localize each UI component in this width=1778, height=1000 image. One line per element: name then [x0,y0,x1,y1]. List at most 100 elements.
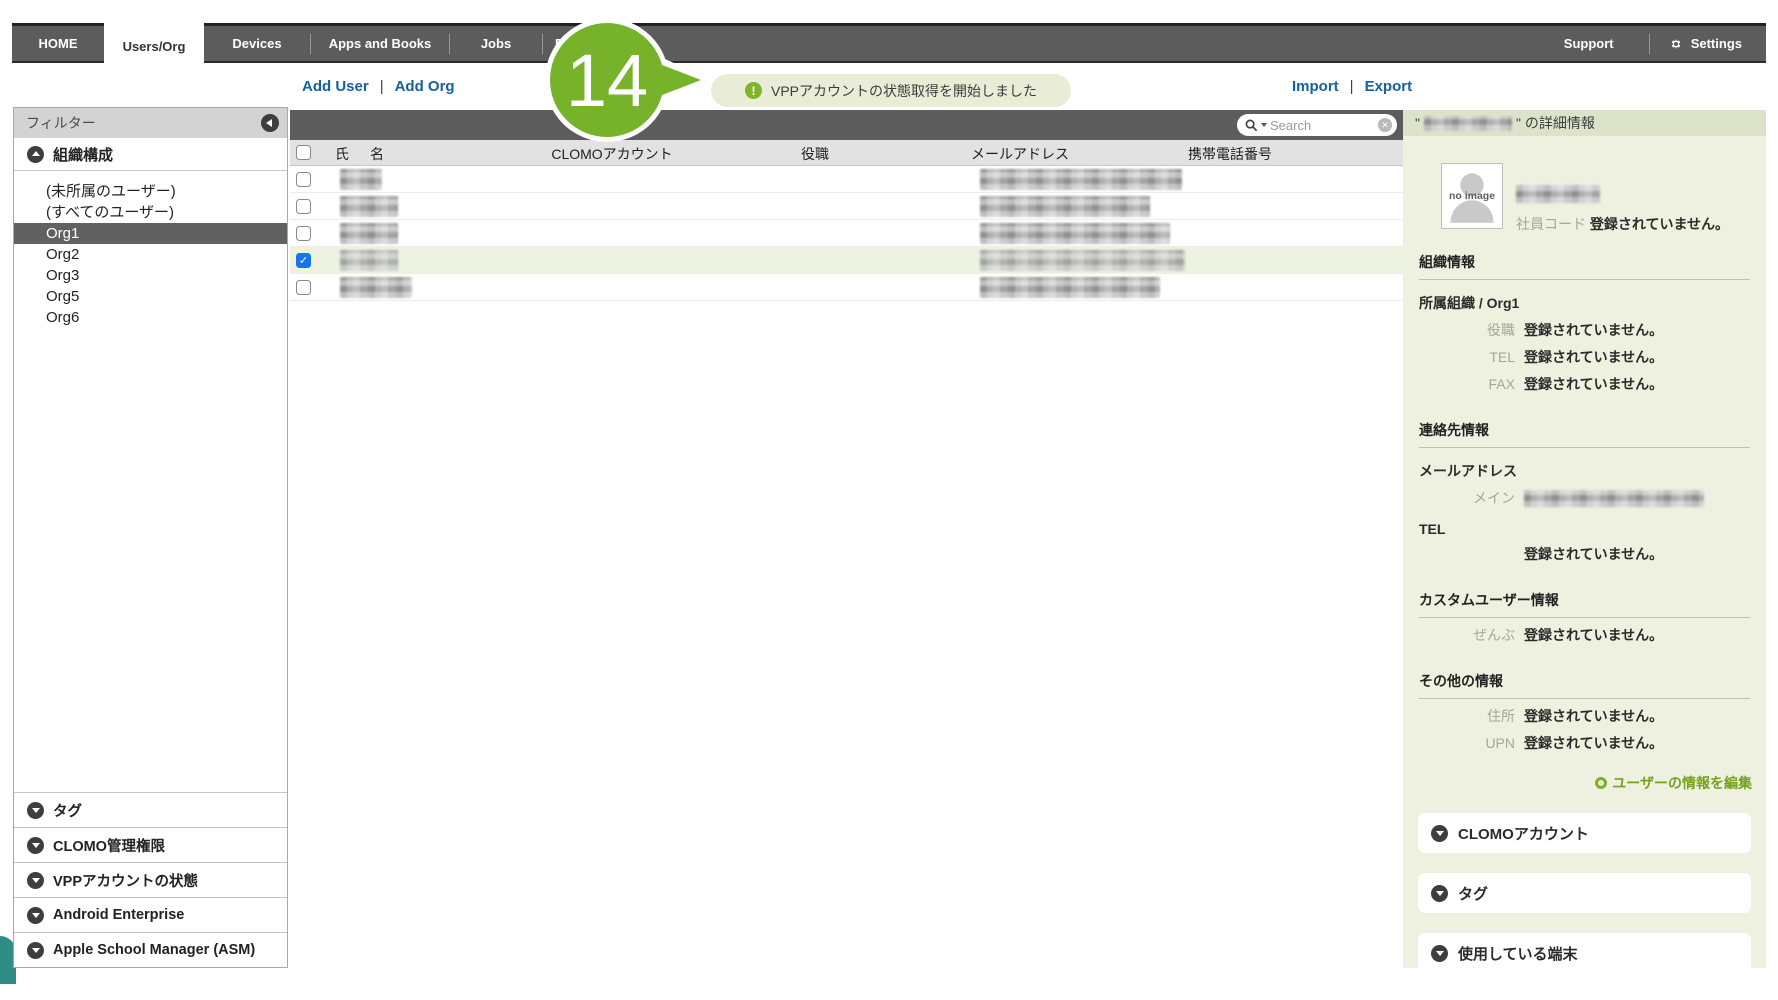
org-item-org6[interactable]: Org6 [46,309,80,326]
links-separator: | [1349,78,1354,95]
nav-right-group: Support Settings [1529,26,1766,61]
chevron-down-icon [27,836,44,854]
org-item-org2[interactable]: Org2 [46,246,80,263]
chevron-down-icon [1431,944,1448,962]
add-user-link[interactable]: Add User [302,78,369,95]
redacted-name [340,223,398,244]
filter-bottom-sections: タグ CLOMO管理権限 VPPアカウントの状態 Android Enterpr… [14,792,287,967]
org-item-unassigned[interactable]: (未所属のユーザー) [46,183,176,200]
card-tags[interactable]: タグ [1418,873,1751,913]
org-structure-section[interactable]: 組織構成 [14,138,287,171]
col-clomo-account: CLOMOアカウント [551,146,673,162]
redacted-name [340,250,398,271]
select-all-checkbox[interactable] [296,145,311,160]
filter-section-tags[interactable]: タグ [14,792,287,827]
annotation-step-badge: 14 [545,18,711,142]
filter-section-android-enterprise[interactable]: Android Enterprise [14,897,287,932]
chevron-up-icon [27,145,44,163]
collapse-sidebar-button[interactable] [261,114,279,132]
filter-section-clomo-admin[interactable]: CLOMO管理権限 [14,827,287,862]
other-info-section: その他の情報 [1419,671,1750,699]
redacted-user-name [1423,115,1512,131]
filter-section-vpp-status[interactable]: VPPアカウントの状態 [14,862,287,897]
avatar: no image [1441,163,1503,229]
org-info-section: 組織情報 [1419,252,1750,280]
table-row-selected[interactable] [290,247,1403,274]
redacted-name [340,196,398,217]
redacted-email [980,277,1160,298]
col-last-name: 氏 [335,146,349,162]
export-link[interactable]: Export [1364,78,1413,95]
add-org-link[interactable]: Add Org [394,78,455,95]
row-checkbox[interactable] [296,199,311,214]
org-membership: 所属組織 / Org1 [1419,295,1520,311]
edit-user-info-link[interactable]: ユーザーの情報を編集 [1403,773,1752,793]
org-item-all-users[interactable]: (すべてのユーザー) [46,204,175,221]
table-row[interactable] [290,220,1403,247]
nav-separator [310,33,311,54]
filter-sidebar: フィルター 組織構成 (未所属のユーザー) (すべてのユーザー) Org1 Or… [13,107,288,968]
filter-section-asm[interactable]: Apple School Manager (ASM) [14,932,287,967]
redacted-name [340,169,382,190]
user-actions: Add User | Add Org [302,78,455,95]
row-checkbox[interactable] [296,253,311,268]
info-icon: ! [744,82,762,99]
org-item-org1[interactable]: Org1 [14,223,287,244]
edit-circle-icon [1595,777,1608,789]
custom-user-info-section: カスタムユーザー情報 [1419,590,1750,618]
field-row: メイン [1419,488,1750,508]
redacted-email [980,169,1182,190]
detail-panel-title: " " の詳細情報 [1403,110,1766,136]
tab-devices[interactable]: Devices [232,36,282,51]
redacted-email [980,196,1150,217]
tab-apps-and-books[interactable]: Apps and Books [328,36,432,51]
chevron-down-icon [27,871,44,889]
card-clomo-account[interactable]: CLOMOアカウント [1418,813,1751,853]
clear-search-icon[interactable]: ✕ [1378,118,1392,132]
user-detail-panel: " " の詳細情報 no image 社員コード 登録されていません。 [1403,110,1766,973]
redacted-email [980,223,1170,244]
col-email: メールアドレス [971,146,1069,162]
field-row: UPN 登録されていません。 [1485,735,1664,751]
search-input[interactable] [1270,117,1375,133]
user-table [290,166,1403,301]
nav-settings[interactable]: Settings [1650,26,1766,61]
search-scope-dropdown-icon[interactable] [1261,123,1267,127]
row-checkbox[interactable] [296,172,311,187]
field-row: 住所 登録されていません。 [1487,708,1664,724]
table-toolbar: ✕ [290,110,1403,140]
tel-label: TEL [1419,521,1446,537]
col-mobile: 携帯電話番号 [1188,146,1272,162]
filter-header: フィルター [14,108,287,138]
row-checkbox[interactable] [296,280,311,295]
notification-toast: ! VPPアカウントの状態取得を開始しました [711,74,1071,107]
org-item-org3[interactable]: Org3 [46,267,80,284]
tab-users-org[interactable]: Users/Org [104,19,204,73]
top-navbar: HOME Users/Org Devices Apps and Books Jo… [12,19,1766,73]
profile-block: no image 社員コード 登録されていません。 [1403,136,1766,234]
org-item-org5[interactable]: Org5 [46,288,80,305]
import-link[interactable]: Import [1292,78,1339,95]
card-devices-in-use[interactable]: 使用している端末 [1418,933,1751,973]
chevron-down-icon [1431,824,1448,842]
links-separator: | [379,78,384,95]
table-row[interactable] [290,193,1403,220]
notification-text: VPPアカウントの状態取得を開始しました [770,82,1037,99]
tab-jobs[interactable]: Jobs [480,36,512,51]
search-box[interactable]: ✕ [1237,114,1397,136]
email-label: メールアドレス [1419,463,1517,479]
chevron-down-icon [27,906,44,924]
nav-support[interactable]: Support [1563,36,1614,51]
search-icon [1245,119,1258,131]
col-first-name: 名 [370,146,384,162]
field-row: TEL 登録されていません。 [1489,349,1664,365]
tab-home[interactable]: HOME [38,36,78,51]
table-row[interactable] [290,166,1403,193]
nav-separator [542,33,543,54]
table-row[interactable] [290,274,1403,301]
nav-separator [449,33,450,54]
row-checkbox[interactable] [296,226,311,241]
no-image-label: no image [1448,190,1496,202]
employee-code-line: 社員コード 登録されていません。 [1516,216,1730,232]
